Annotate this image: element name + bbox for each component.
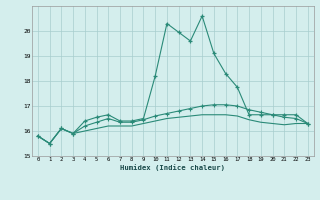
- X-axis label: Humidex (Indice chaleur): Humidex (Indice chaleur): [120, 164, 225, 171]
